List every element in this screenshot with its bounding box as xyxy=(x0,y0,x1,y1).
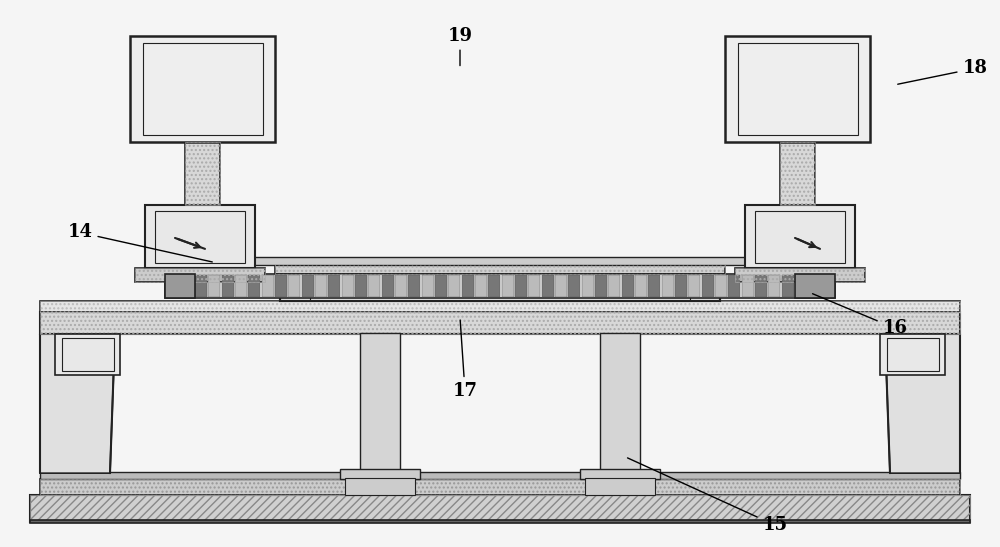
Bar xyxy=(662,275,674,297)
Bar xyxy=(715,275,727,297)
Bar xyxy=(145,205,255,268)
Bar xyxy=(675,275,687,297)
Bar xyxy=(360,333,400,472)
Bar xyxy=(345,478,415,495)
Bar xyxy=(40,301,960,312)
Bar xyxy=(135,268,265,282)
Bar xyxy=(30,520,970,523)
Bar xyxy=(595,275,607,297)
Bar xyxy=(880,334,945,375)
Bar xyxy=(342,275,354,297)
Bar xyxy=(728,275,740,297)
Bar xyxy=(408,275,420,297)
Bar xyxy=(315,275,327,297)
Bar xyxy=(135,268,265,282)
Bar xyxy=(302,275,314,297)
Bar xyxy=(622,275,634,297)
Bar xyxy=(768,275,780,297)
Bar xyxy=(40,312,960,334)
Bar xyxy=(55,334,120,375)
Bar xyxy=(600,333,640,472)
Bar xyxy=(462,275,474,297)
Bar xyxy=(782,275,794,297)
Bar xyxy=(582,275,594,297)
Bar xyxy=(368,275,380,297)
Text: 16: 16 xyxy=(813,294,908,337)
Bar xyxy=(222,275,234,297)
Bar xyxy=(40,479,960,495)
Bar xyxy=(738,43,858,135)
Bar xyxy=(502,275,514,297)
Bar xyxy=(755,275,767,297)
Bar xyxy=(275,264,725,274)
Bar xyxy=(195,275,207,297)
Bar xyxy=(235,275,247,297)
Bar xyxy=(608,275,620,297)
Bar xyxy=(275,275,287,297)
Bar xyxy=(745,205,855,268)
Bar xyxy=(262,275,274,297)
Bar xyxy=(488,275,500,297)
Bar xyxy=(143,43,263,135)
Bar xyxy=(585,478,655,495)
Bar xyxy=(208,275,220,297)
Bar xyxy=(422,275,434,297)
Bar xyxy=(580,469,660,479)
Bar xyxy=(542,275,554,297)
Text: 19: 19 xyxy=(448,27,473,66)
Bar xyxy=(165,274,195,298)
Text: 15: 15 xyxy=(628,458,788,534)
Bar xyxy=(288,275,300,297)
Bar xyxy=(555,275,567,297)
Bar xyxy=(635,275,647,297)
Bar xyxy=(435,275,447,297)
Bar xyxy=(130,36,275,142)
Bar xyxy=(702,275,714,297)
Bar xyxy=(648,275,660,297)
Bar xyxy=(62,338,114,371)
Bar xyxy=(155,211,245,263)
Text: 17: 17 xyxy=(452,320,478,400)
Bar xyxy=(40,301,960,312)
Polygon shape xyxy=(40,334,115,473)
Bar xyxy=(275,264,725,274)
Bar xyxy=(688,275,700,297)
Bar xyxy=(30,495,970,522)
Bar xyxy=(528,275,540,297)
Bar xyxy=(30,495,970,522)
Bar xyxy=(340,469,420,479)
Bar xyxy=(328,275,340,297)
Polygon shape xyxy=(885,334,960,473)
Bar xyxy=(515,275,527,297)
Bar xyxy=(887,338,939,371)
Bar xyxy=(40,472,960,479)
Bar xyxy=(382,275,394,297)
Bar xyxy=(395,275,407,297)
Bar xyxy=(355,275,367,297)
Bar xyxy=(475,275,487,297)
Bar xyxy=(755,211,845,263)
Bar xyxy=(795,274,835,298)
Bar xyxy=(280,268,720,301)
Bar xyxy=(40,312,960,334)
Bar xyxy=(735,268,865,282)
Bar xyxy=(185,142,220,205)
Bar xyxy=(40,479,960,495)
Bar xyxy=(725,36,870,142)
Bar xyxy=(735,268,865,282)
Text: 18: 18 xyxy=(898,60,988,84)
Bar xyxy=(280,268,720,301)
Text: 14: 14 xyxy=(68,224,212,262)
Bar xyxy=(742,275,754,297)
Bar xyxy=(448,275,460,297)
Bar xyxy=(780,142,815,205)
Bar xyxy=(185,142,220,205)
Bar xyxy=(568,275,580,297)
Bar xyxy=(248,275,260,297)
Bar xyxy=(250,257,750,265)
Bar xyxy=(165,274,835,298)
Bar xyxy=(780,142,815,205)
